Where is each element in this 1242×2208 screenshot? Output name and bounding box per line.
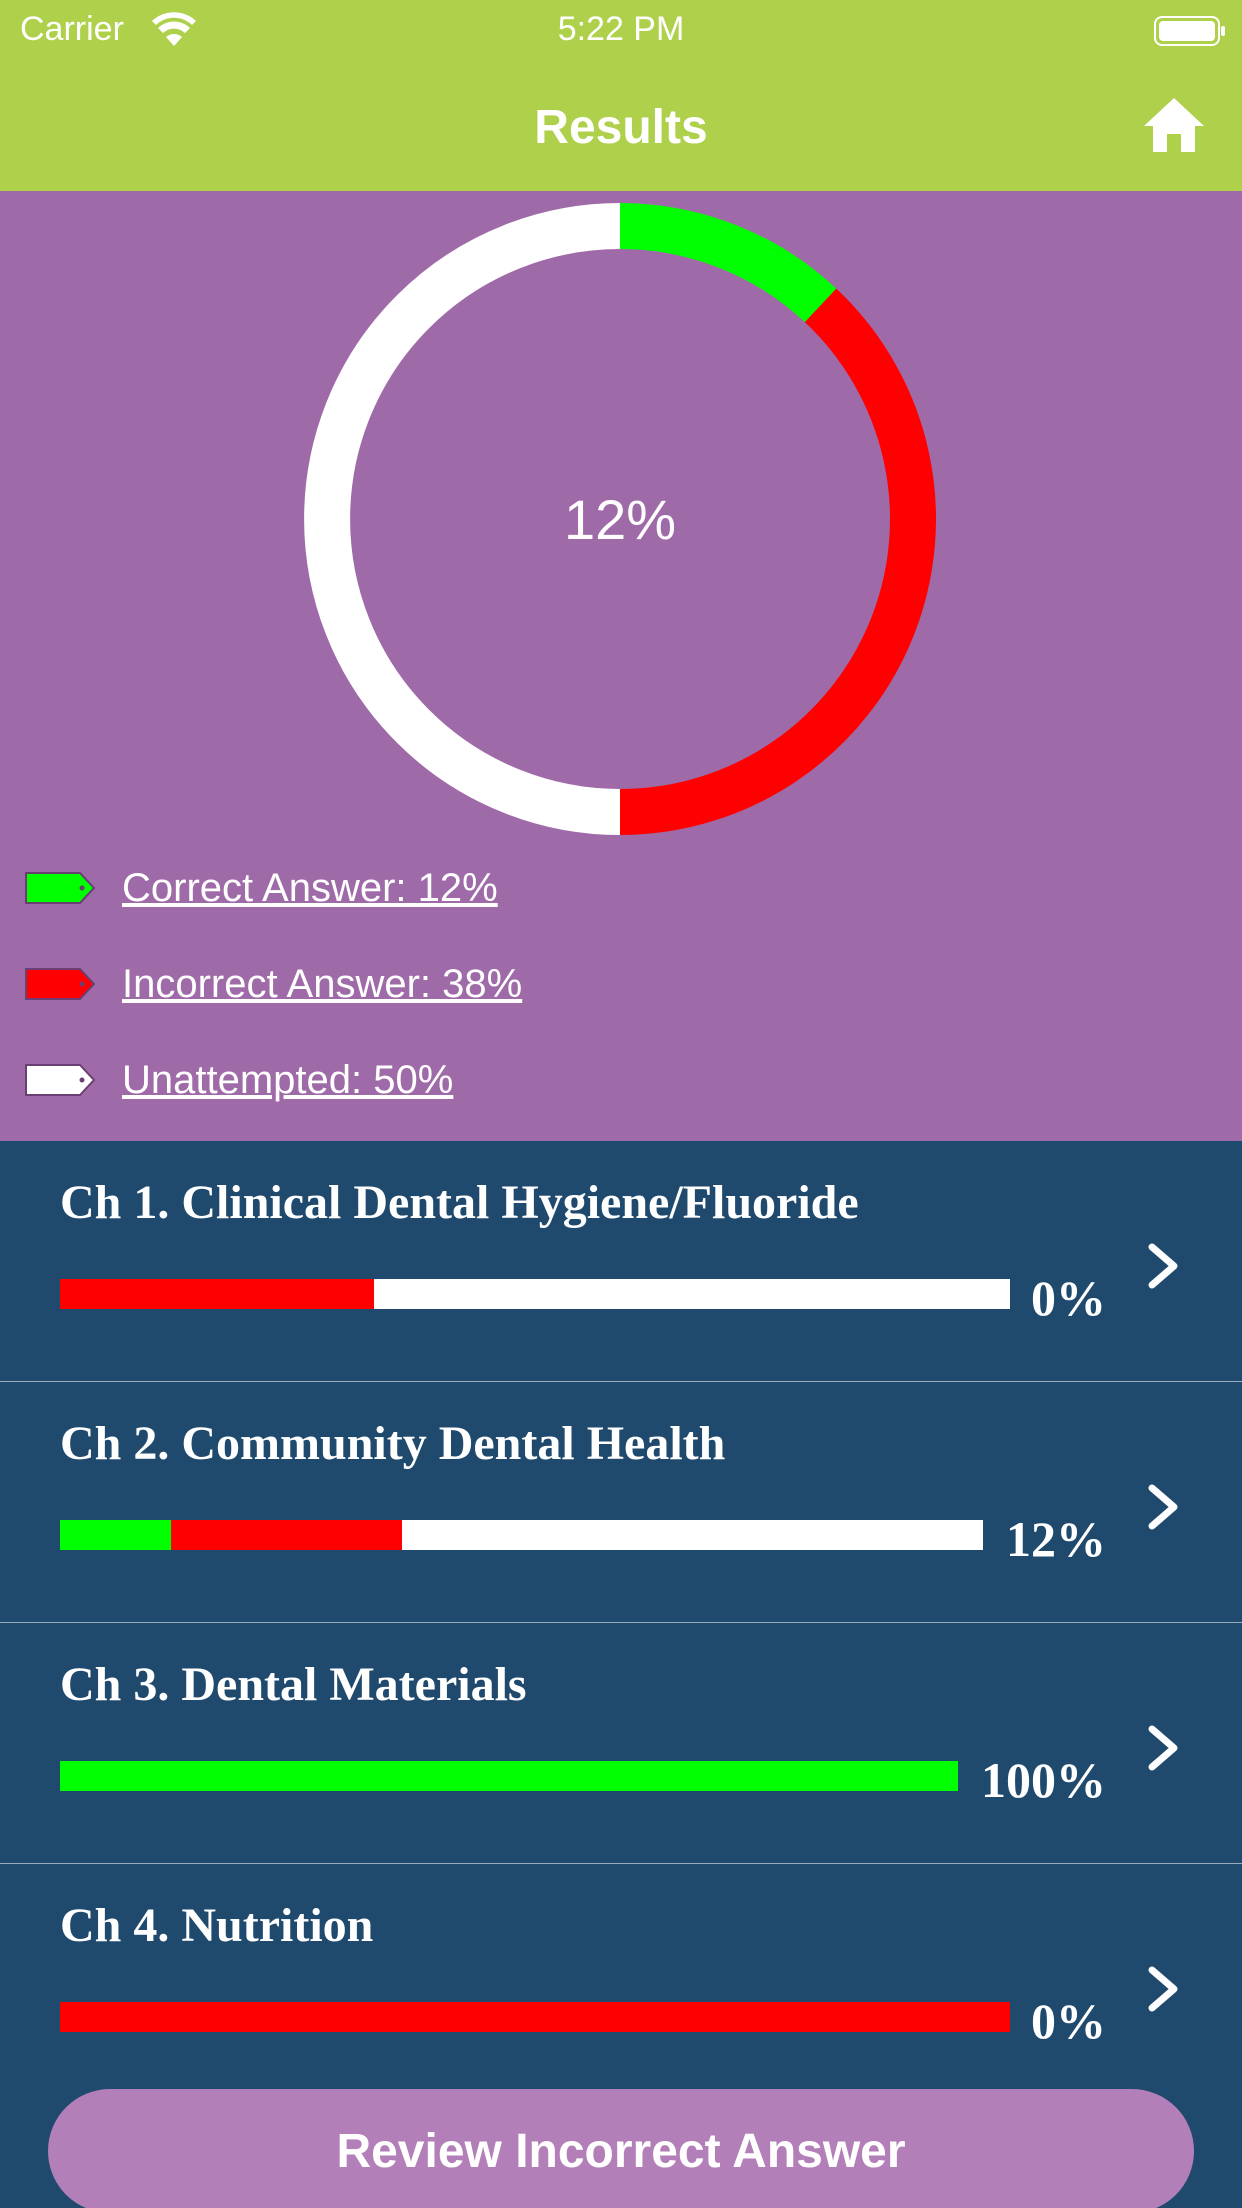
battery-icon <box>1154 16 1225 46</box>
results-summary: 12% Correct Answer: 12% Incorrect Answer… <box>0 191 1242 1141</box>
wifi-icon <box>152 12 196 46</box>
legend-unattempted: Unattempted: 50% <box>24 1050 453 1110</box>
tag-icon-incorrect <box>25 968 96 1000</box>
legend-correct: Correct Answer: 12% <box>24 858 498 918</box>
chapter-percent: 100% <box>981 1752 1106 1808</box>
legend-correct-label: Correct Answer: 12% <box>122 865 498 910</box>
chapter-percent: 0% <box>1031 1993 1106 2049</box>
donut-segment-unattempted <box>304 203 621 835</box>
header-bar: Carrier 5:22 PM Results <box>0 0 1242 191</box>
chapter-progress-bar <box>60 1279 1010 1309</box>
bar-incorrect-segment <box>60 2002 1010 2032</box>
bar-correct-segment <box>60 1520 171 1550</box>
chapter-progress-bar <box>60 1761 958 1791</box>
legend-incorrect-label: Incorrect Answer: 38% <box>122 961 523 1006</box>
chapter-list: Ch 1. Clinical Dental Hygiene/Fluoride 0… <box>0 1141 1242 2105</box>
chapter-title: Ch 4. Nutrition <box>60 1899 374 1952</box>
chapter-title: Ch 3. Dental Materials <box>60 1658 527 1711</box>
chapter-percent: 12% <box>1006 1511 1106 1567</box>
legend-unattempted-label: Unattempted: 50% <box>122 1057 454 1102</box>
tag-icon-correct <box>25 872 96 904</box>
chapter-row-3[interactable]: Ch 3. Dental Materials 100% <box>0 1623 1242 1864</box>
home-icon[interactable] <box>1142 96 1206 154</box>
score-percentage: 12% <box>563 487 677 551</box>
chevron-right-icon <box>1148 1966 1178 2012</box>
chapter-title: Ch 1. Clinical Dental Hygiene/Fluoride <box>60 1176 859 1229</box>
status-bar: Carrier 5:22 PM <box>0 0 1242 62</box>
donut-segment-incorrect <box>619 288 936 835</box>
legend-incorrect: Incorrect Answer: 38% <box>24 954 522 1014</box>
chapter-progress-bar <box>60 1520 983 1550</box>
chevron-right-icon <box>1148 1725 1178 1771</box>
page-title: Results <box>534 101 708 154</box>
bar-incorrect-segment <box>170 1520 402 1550</box>
chapter-percent: 0% <box>1031 1270 1106 1326</box>
status-time: 5:22 PM <box>557 10 685 48</box>
chapter-row-2[interactable]: Ch 2. Community Dental Health 12% <box>0 1382 1242 1623</box>
chapter-title: Ch 2. Community Dental Health <box>60 1417 726 1470</box>
bar-incorrect-segment <box>60 1279 374 1309</box>
tag-icon-unattempted <box>25 1064 96 1096</box>
review-incorrect-button[interactable]: Review Incorrect Answer <box>48 2089 1194 2208</box>
chapter-row-1[interactable]: Ch 1. Clinical Dental Hygiene/Fluoride 0… <box>0 1141 1242 1382</box>
chevron-right-icon <box>1148 1484 1178 1530</box>
chapter-progress-bar <box>60 2002 1010 2032</box>
chevron-right-icon <box>1148 1243 1178 1289</box>
carrier-label: Carrier <box>20 10 124 48</box>
donut-segment-correct <box>619 203 837 323</box>
chapter-row-4[interactable]: Ch 4. Nutrition 0% <box>0 1864 1242 2105</box>
results-donut-chart <box>304 203 936 835</box>
bar-correct-segment <box>60 1761 958 1791</box>
